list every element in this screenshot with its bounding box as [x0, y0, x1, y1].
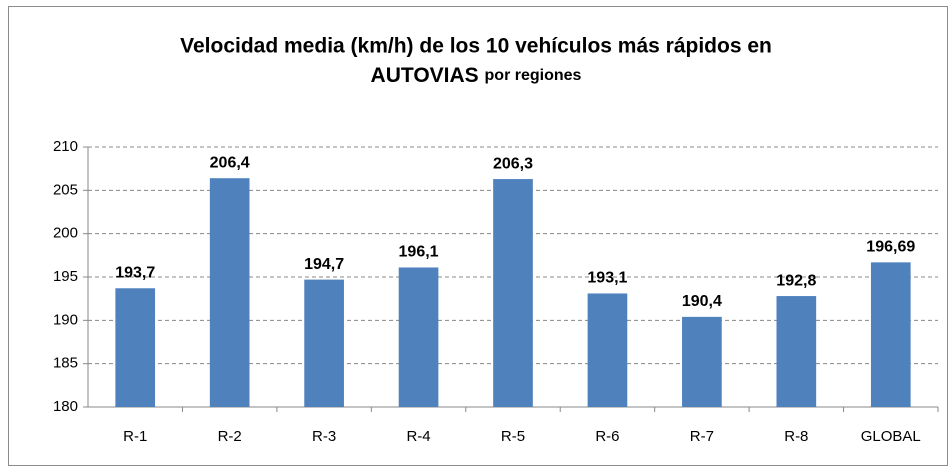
bar [870, 262, 911, 407]
x-tick-label: R-7 [690, 428, 714, 445]
x-tick-label: GLOBAL [861, 428, 921, 445]
x-tick-label: R-2 [218, 428, 242, 445]
x-tick-label: R-3 [312, 428, 336, 445]
x-tick-label: R-8 [784, 428, 808, 445]
bar [682, 316, 722, 407]
value-label: 193,7 [115, 264, 155, 281]
bar [209, 178, 250, 407]
x-tick-label: R-4 [406, 428, 430, 445]
bar [587, 293, 628, 407]
y-tick-label: 200 [53, 225, 78, 242]
y-tick-label: 185 [53, 355, 78, 372]
title-part: por regiones [485, 67, 582, 84]
y-tick-label: 205 [53, 181, 78, 198]
x-tick-label: R-1 [123, 428, 147, 445]
value-label: 196,69 [866, 239, 915, 256]
bar [304, 279, 344, 407]
value-label: 190,4 [682, 293, 722, 310]
value-label: 206,4 [210, 154, 250, 171]
bar [493, 179, 533, 407]
y-tick-label: 180 [53, 398, 78, 415]
value-label: 194,7 [304, 256, 344, 273]
x-tick-label: R-5 [501, 428, 525, 445]
title-part: AUTOVIAS [371, 64, 479, 87]
bar [776, 296, 817, 407]
bar [115, 288, 156, 407]
value-label: 193,1 [587, 270, 627, 287]
y-tick-label: 195 [53, 268, 78, 285]
value-label: 196,1 [399, 244, 439, 261]
y-tick-label: 210 [53, 138, 78, 155]
value-label: 192,8 [776, 272, 816, 289]
y-tick-label: 190 [53, 311, 78, 328]
bar [398, 267, 439, 407]
chart-title: Velocidad media (km/h) de los 10 vehícul… [180, 35, 772, 58]
value-label: 206,3 [493, 155, 533, 172]
chart-title: AUTOVIAS por regiones [371, 64, 582, 87]
x-tick-label: R-6 [595, 428, 619, 445]
